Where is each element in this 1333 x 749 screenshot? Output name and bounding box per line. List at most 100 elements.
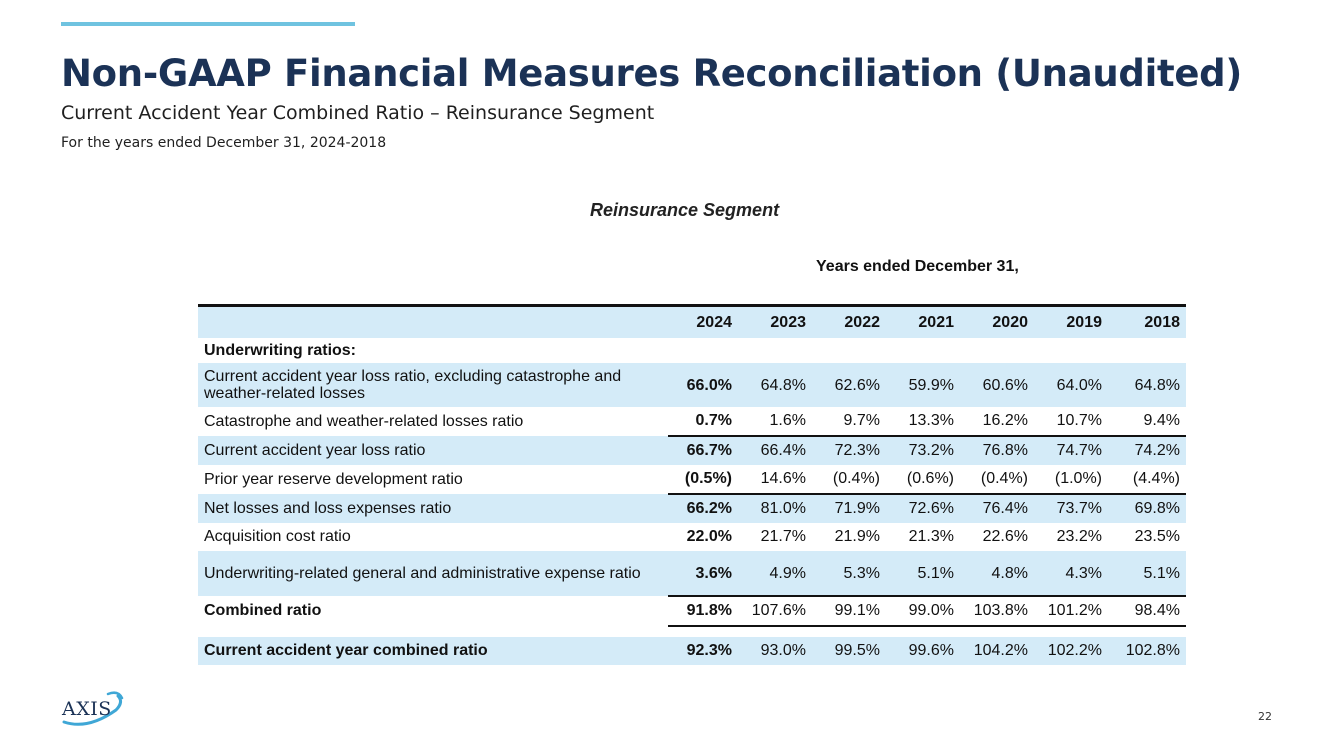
row-value: 5.1% (886, 551, 960, 597)
row-label: Underwriting-related general and adminis… (198, 551, 668, 596)
table-row: Acquisition cost ratio 22.0% 21.7% 21.9%… (198, 523, 1186, 551)
row-value: 73.2% (886, 436, 960, 465)
period-note: For the years ended December 31, 2024-20… (61, 135, 387, 151)
row-value: 101.2% (1034, 596, 1108, 627)
row-value: 16.2% (960, 407, 1034, 437)
table-row: Catastrophe and weather-related losses r… (198, 407, 1186, 437)
top-accent-rule (61, 22, 355, 26)
row-value: 4.3% (1034, 551, 1108, 597)
row-value: 72.3% (812, 436, 886, 465)
row-label: Catastrophe and weather-related losses r… (204, 412, 524, 430)
row-value: 66.0% (668, 363, 738, 407)
table-row: Current accident year loss ratio 66.7% 6… (198, 436, 1186, 465)
segment-title: Reinsurance Segment (590, 200, 780, 220)
row-value: 22.6% (982, 528, 1028, 545)
row-value: (0.4%) (960, 465, 1034, 495)
section-row: Underwriting ratios: (198, 338, 1186, 363)
row-value: 98.4% (1108, 596, 1186, 627)
row-value: 91.8% (668, 596, 738, 627)
row-value: 104.2% (960, 637, 1034, 665)
row-value: 13.3% (886, 407, 960, 437)
row-value: (0.6%) (886, 465, 960, 495)
row-value: 64.0% (1034, 363, 1108, 407)
logo-swoosh-icon (62, 691, 124, 726)
row-value: 103.8% (960, 596, 1034, 627)
row-value: 99.6% (886, 637, 960, 665)
year-header-cell: 2018 (1108, 305, 1186, 338)
row-value: 73.7% (1034, 494, 1108, 523)
row-value: 66.4% (738, 436, 812, 465)
row-value: 74.7% (1034, 436, 1108, 465)
row-value: (0.5%) (668, 465, 738, 495)
row-value: 10.7% (1034, 407, 1108, 437)
row-value: 92.3% (668, 637, 738, 665)
row-label: Net losses and loss expenses ratio (198, 494, 668, 523)
row-value: 0.7% (668, 407, 738, 437)
row-value: 66.7% (668, 436, 738, 465)
table-row: Combined ratio 91.8% 107.6% 99.1% 99.0% … (198, 596, 1186, 627)
row-value: 99.5% (812, 637, 886, 665)
spacer-cell (198, 626, 1186, 637)
row-value: 99.0% (886, 596, 960, 627)
table-row: Net losses and loss expenses ratio 66.2%… (198, 494, 1186, 523)
row-value: 5.3% (812, 551, 886, 597)
row-value: 4.9% (738, 551, 812, 597)
row-value: 4.8% (960, 551, 1034, 597)
years-header: Years ended December 31, (816, 258, 1019, 275)
row-value: 102.8% (1108, 637, 1186, 665)
row-value: 1.6% (738, 407, 812, 437)
table-row: Current accident year loss ratio, exclud… (198, 363, 1186, 407)
row-value: 22.0% (686, 528, 732, 545)
row-value: 107.6% (738, 596, 812, 627)
year-header-cell: 2021 (886, 305, 960, 338)
row-value: 76.4% (960, 494, 1034, 523)
row-value: 21.9% (834, 528, 880, 545)
page-number: 22 (1258, 710, 1272, 723)
year-header-cell: 2024 (668, 305, 738, 338)
page-subtitle: Current Accident Year Combined Ratio – R… (61, 102, 655, 124)
page-title: Non-GAAP Financial Measures Reconciliati… (61, 52, 1242, 95)
row-value: 76.8% (960, 436, 1034, 465)
year-header-cell: 2019 (1034, 305, 1108, 338)
row-value: 72.6% (886, 494, 960, 523)
row-value: 99.1% (812, 596, 886, 627)
row-value: 3.6% (668, 551, 738, 597)
section-label: Underwriting ratios: (204, 341, 357, 359)
row-value: 102.2% (1034, 637, 1108, 665)
row-value: 14.6% (738, 465, 812, 495)
year-header-row: 2024 2023 2022 2021 2020 2019 2018 (198, 305, 1186, 338)
ratio-table: 2024 2023 2022 2021 2020 2019 2018 Under… (198, 304, 1186, 665)
row-value: 21.3% (908, 528, 954, 545)
row-label: Current accident year loss ratio (198, 436, 668, 465)
row-value: 5.1% (1108, 551, 1186, 597)
row-value: (0.4%) (812, 465, 886, 495)
row-value: 9.4% (1108, 407, 1186, 437)
row-value: 9.7% (812, 407, 886, 437)
header-blank (198, 305, 668, 338)
row-value: 62.6% (812, 363, 886, 407)
row-value: 81.0% (738, 494, 812, 523)
row-label: Acquisition cost ratio (204, 528, 351, 545)
row-label: Current accident year combined ratio (198, 637, 668, 665)
table-row: Underwriting-related general and adminis… (198, 551, 1186, 597)
axis-logo: AXIS (58, 688, 128, 728)
row-value: 59.9% (886, 363, 960, 407)
row-value: 23.5% (1134, 528, 1180, 545)
row-value: 74.2% (1108, 436, 1186, 465)
table-row: Current accident year combined ratio 92.… (198, 637, 1186, 665)
spacer-row (198, 626, 1186, 637)
row-value: (1.0%) (1034, 465, 1108, 495)
row-value: 66.2% (668, 494, 738, 523)
year-header-cell: 2023 (738, 305, 812, 338)
row-value: 64.8% (738, 363, 812, 407)
row-value: 21.7% (760, 528, 806, 545)
row-value: 60.6% (960, 363, 1034, 407)
row-label: Prior year reserve development ratio (204, 470, 463, 488)
year-header-cell: 2020 (960, 305, 1034, 338)
row-value: 64.8% (1108, 363, 1186, 407)
row-value: 23.2% (1056, 528, 1102, 545)
year-header-cell: 2022 (812, 305, 886, 338)
logo-text: AXIS (62, 698, 112, 720)
row-value: 69.8% (1108, 494, 1186, 523)
row-value: 93.0% (738, 637, 812, 665)
